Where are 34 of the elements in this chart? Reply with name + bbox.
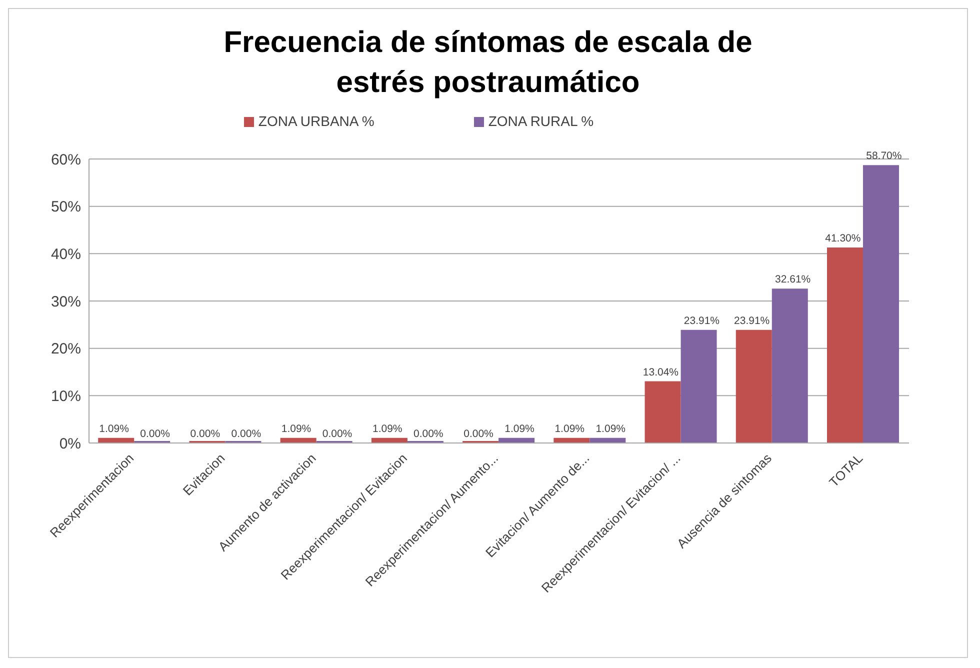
data-label: 23.91% [684,314,720,327]
chart-title: Frecuencia de síntomas de escala de estrés postraumático [222,25,754,101]
data-label: 1.09% [504,422,534,435]
data-label: 1.09% [554,422,584,435]
data-label: 0.00% [190,428,220,440]
data-label: 1.09% [99,422,129,435]
bar [863,165,899,443]
data-label: 1.09% [372,422,402,435]
bar [827,248,863,443]
data-label: 23.91% [734,314,770,327]
y-tick-label: 10% [50,388,81,405]
bar [736,330,772,443]
data-label: 1.09% [596,422,626,435]
y-tick-label: 40% [50,246,81,263]
data-label: 32.61% [775,274,811,286]
bar [772,288,808,443]
data-label: 1.09% [281,422,312,435]
y-tick-label: 0% [59,435,81,452]
data-label: 41.30% [825,232,861,245]
data-label: 0.00% [464,428,494,440]
bar [644,381,681,443]
y-tick-label: 50% [50,198,81,216]
legend-label: ZONA URBANA % [258,113,374,129]
data-label: 0.00% [140,428,170,440]
data-label: 13.04% [642,366,679,378]
data-label: 0.00% [231,428,262,440]
y-tick-label: 30% [50,293,81,310]
data-label: 58.70% [866,150,902,162]
y-tick-label: 20% [50,340,81,358]
legend-label: ZONA RURAL % [488,113,594,129]
data-label: 0.00% [322,428,352,440]
bar [680,330,717,443]
y-tick-label: 60% [50,151,81,168]
data-label: 0.00% [414,428,444,440]
